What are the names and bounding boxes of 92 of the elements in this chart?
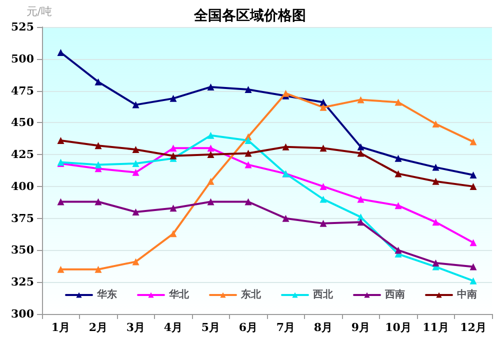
point (320, 182, 327, 190)
point (207, 83, 214, 90)
point (470, 239, 477, 246)
y-tick-label: 475 (11, 84, 34, 98)
point (244, 86, 252, 93)
y-tick-label: 400 (11, 180, 34, 193)
point (132, 168, 140, 176)
point (282, 214, 290, 222)
point (432, 178, 440, 185)
y-tick-label: 525 (11, 20, 34, 34)
point (394, 202, 402, 210)
point (432, 259, 440, 266)
point (170, 152, 177, 160)
x-tick-label: 9月 (351, 321, 370, 334)
point (132, 208, 140, 216)
x-tick-label: 12月 (460, 321, 486, 334)
point (320, 196, 327, 203)
y-tick-label: 325 (11, 276, 34, 289)
point (470, 138, 477, 146)
point (432, 120, 440, 128)
y-tick-label: 450 (11, 116, 34, 130)
y-tick-label: 375 (11, 212, 34, 225)
point (132, 160, 140, 167)
point (57, 137, 64, 144)
point (357, 196, 364, 203)
legend-label: 华东 (96, 288, 117, 300)
point (244, 161, 252, 168)
x-tick-label: 7月 (276, 321, 296, 334)
point (357, 214, 364, 221)
point (132, 101, 140, 108)
point (282, 143, 290, 150)
point (94, 161, 102, 168)
point (357, 96, 364, 104)
point (320, 144, 327, 152)
y-tick-label: 500 (11, 52, 34, 66)
y-tick-label: 300 (11, 308, 34, 320)
point (394, 98, 402, 106)
point (57, 49, 64, 56)
point (170, 144, 177, 152)
legend-label: 东北 (240, 288, 262, 300)
x-tick-label: 11月 (422, 321, 449, 334)
point (170, 204, 177, 212)
chart-title: 全国各区域价格图 (193, 8, 306, 24)
point (394, 246, 402, 254)
x-tick-label: 8月 (314, 321, 333, 334)
x-tick-label: 5月 (201, 321, 220, 334)
point (244, 198, 252, 206)
point (94, 142, 102, 150)
x-tick-label: 6月 (238, 321, 258, 334)
x-tick-label: 3月 (126, 321, 146, 334)
legend-label: 中南 (457, 288, 477, 300)
point (432, 218, 440, 226)
point (94, 266, 102, 273)
point (357, 143, 364, 150)
legend-label: 西南 (384, 288, 405, 300)
x-tick-label: 1月 (51, 321, 70, 334)
point (320, 98, 327, 106)
point (57, 198, 64, 206)
point (394, 170, 402, 178)
point (470, 277, 477, 284)
point (394, 154, 402, 162)
x-tick-label: 2月 (88, 321, 108, 334)
point (94, 78, 102, 86)
legend-label: 华北 (168, 288, 190, 300)
y-tick-label: 425 (11, 148, 34, 162)
point (132, 258, 140, 266)
point (170, 230, 177, 238)
point (244, 137, 252, 144)
y-tick-label: 350 (11, 244, 34, 257)
point (132, 146, 140, 153)
point (207, 151, 214, 158)
point (320, 220, 327, 227)
point (207, 178, 214, 185)
point (357, 150, 364, 157)
point (470, 263, 477, 270)
point (94, 198, 102, 206)
x-tick-label: 4月 (164, 321, 183, 334)
point (432, 164, 440, 171)
point (320, 104, 327, 111)
point (207, 198, 214, 206)
y-axis-title: 元/吨 (26, 5, 52, 18)
point (57, 266, 64, 273)
point (170, 94, 177, 102)
point (282, 90, 290, 97)
point (357, 218, 364, 226)
point (207, 144, 214, 152)
point (470, 182, 477, 190)
point (207, 132, 214, 139)
point (470, 171, 477, 178)
x-tick-label: 10月 (385, 321, 412, 334)
point (244, 150, 252, 157)
legend-label: 西北 (312, 288, 334, 300)
